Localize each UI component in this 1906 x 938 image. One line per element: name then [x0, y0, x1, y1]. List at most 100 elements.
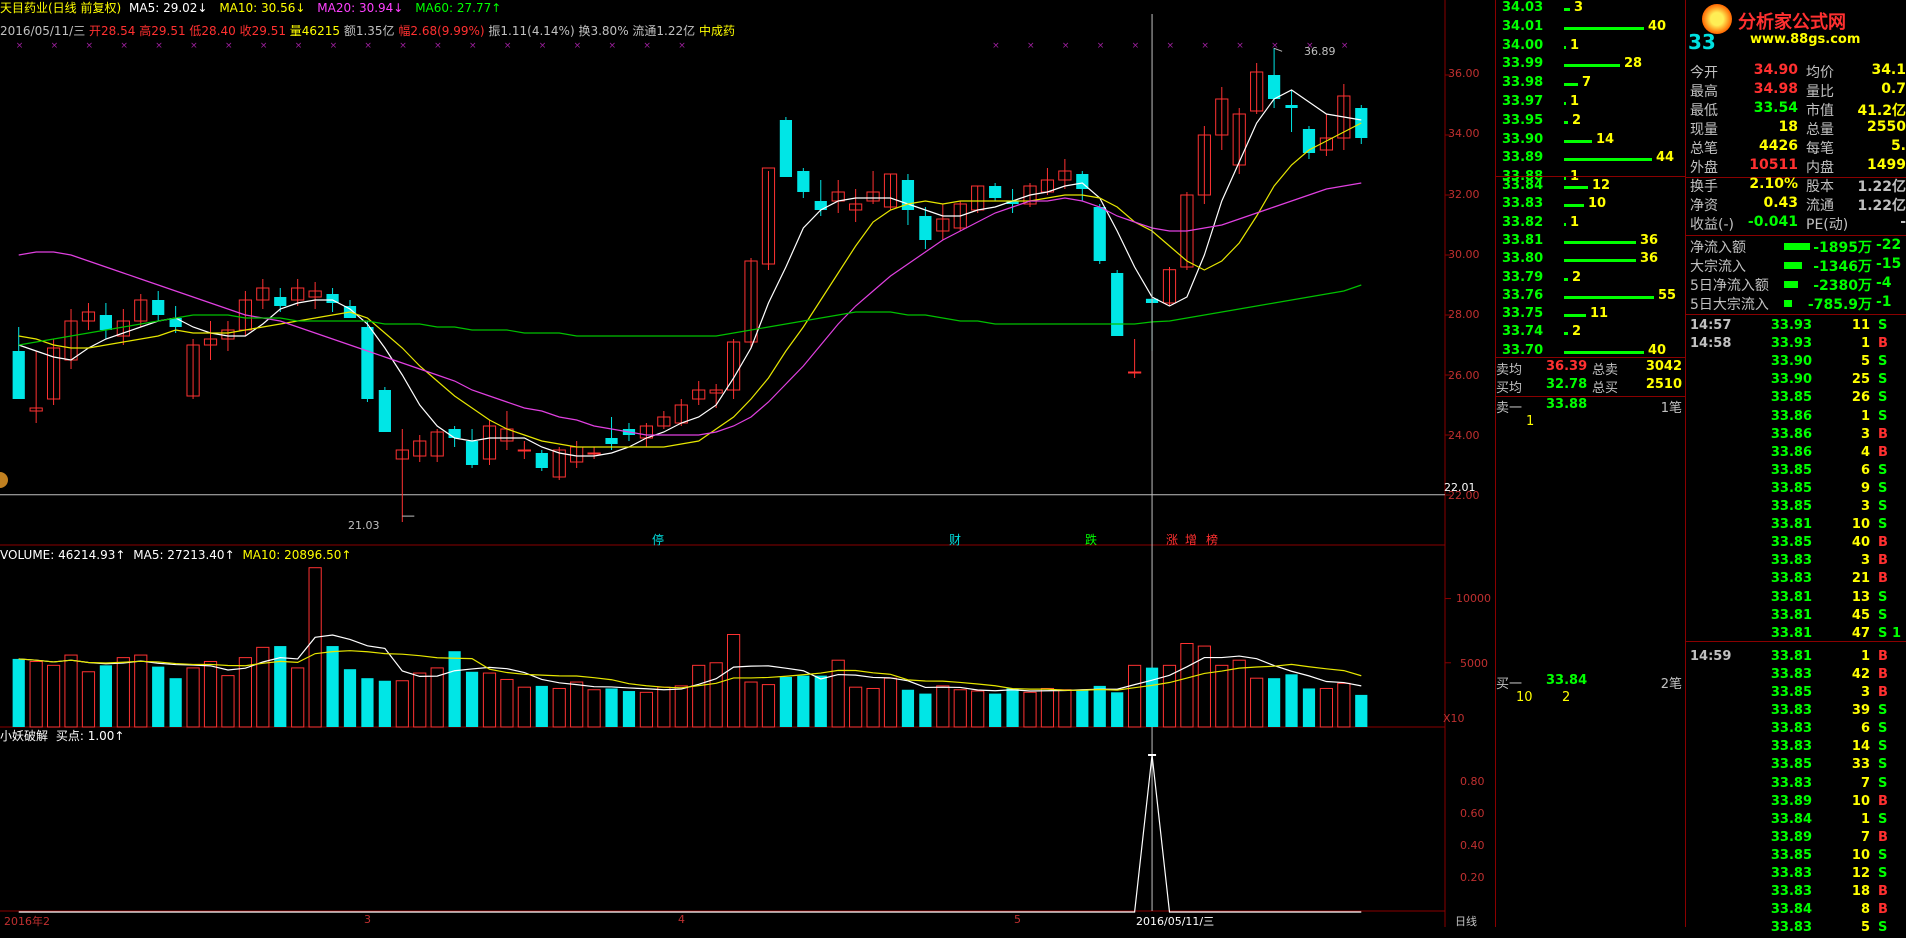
bid-row[interactable]: 33.81 36 [1496, 233, 1686, 252]
tick-row[interactable]: 33.85 6 S [1686, 463, 1906, 481]
tick-row[interactable]: 33.81 10 S [1686, 517, 1906, 535]
bid-row[interactable]: 33.82 1 [1496, 215, 1686, 234]
tick-row[interactable]: 33.86 1 S [1686, 409, 1906, 427]
tick-row[interactable]: 33.83 12 S [1686, 866, 1906, 884]
kline-chart-area[interactable]: × × × × × × × × × × × × × × × × × × × × × × × × × × × × × × × 天目药业(日线 … [0, 0, 1491, 928]
tick-row[interactable]: 33.83 39 S [1686, 703, 1906, 721]
volume-bar-down [989, 693, 1002, 727]
bid-row[interactable]: 33.80 36 [1496, 251, 1686, 270]
candle-body-up [692, 389, 706, 400]
ask-price: 33.89 [1502, 150, 1544, 166]
tick-row[interactable]: 33.84 8 B [1686, 902, 1906, 920]
ask-row[interactable]: 33.90 14 [1496, 132, 1686, 151]
bid-row[interactable]: 33.79 2 [1496, 270, 1686, 289]
ask-volume: 14 [1596, 131, 1615, 147]
tick-row[interactable]: 33.83 6 S [1686, 721, 1906, 739]
tick-row[interactable]: 33.85 33 S [1686, 757, 1906, 775]
ask-row[interactable]: 33.99 28 [1496, 56, 1686, 75]
ask-row[interactable]: 33.95 2 [1496, 113, 1686, 132]
tick-row[interactable]: 33.81 13 S [1686, 590, 1906, 608]
bid-volume: 12 [1592, 178, 1611, 193]
tick-row[interactable]: 33.84 1 S [1686, 812, 1906, 830]
cursor-date-label: 2016/05/11/三 [1136, 915, 1215, 928]
tick-row[interactable]: 33.81 47 S [1686, 626, 1906, 644]
candle-body-down [814, 201, 827, 210]
tick-price: 33.90 [1770, 354, 1812, 370]
tick-row[interactable]: 33.86 4 B [1686, 445, 1906, 463]
tick-row[interactable]: 33.85 26 S [1686, 390, 1906, 408]
tick-row[interactable]: 33.85 3 B [1686, 685, 1906, 703]
tick-volume: 1 [1860, 408, 1870, 424]
tick-price: 33.86 [1770, 408, 1812, 424]
event-mark-drop[interactable]: 跌 [1085, 533, 1098, 547]
tick-volume: 3 [1860, 685, 1870, 700]
event-mark-list[interactable]: 榜 [1206, 533, 1219, 547]
ma10-line [18, 122, 1362, 448]
tick-side: B [1878, 426, 1888, 442]
bid-row[interactable]: 33.70 40 [1496, 343, 1686, 362]
stat-label: 收益(-) [1690, 217, 1734, 233]
bid-row[interactable]: 33.84 12 [1496, 178, 1686, 197]
stat-value: -0.041 [1747, 214, 1798, 230]
tick-row[interactable]: 14:58 33.93 1 B [1686, 336, 1906, 354]
tick-side: B [1878, 535, 1888, 551]
bid-row[interactable]: 33.76 55 [1496, 288, 1686, 307]
tick-row[interactable]: 33.83 18 B [1686, 884, 1906, 902]
date-tick: 2016年2 [4, 915, 50, 928]
tick-row[interactable]: 33.81 45 S [1686, 608, 1906, 626]
info-amount: 额1.35亿 [343, 24, 395, 38]
bid-volume: 36 [1640, 251, 1659, 267]
tick-row[interactable]: 33.85 10 S [1686, 848, 1906, 866]
tick-row[interactable]: 14:59 33.81 1 B [1686, 649, 1906, 667]
flow-bar [1784, 262, 1802, 269]
tick-row[interactable]: 33.83 14 S [1686, 739, 1906, 757]
sell-one-block[interactable]: 卖一 33.88 1笔 1 [1496, 397, 1686, 433]
volume-bar-down [12, 658, 25, 727]
tick-side: B [1878, 829, 1888, 845]
stat-value: 2.10% [1749, 176, 1798, 192]
ask-row[interactable]: 33.98 7 [1496, 75, 1686, 94]
tick-row[interactable]: 33.83 3 B [1686, 553, 1906, 571]
candle-body-down [1302, 129, 1316, 153]
candle-body-up [883, 173, 898, 208]
buy-one-block[interactable]: 买一 33.84 2笔 10 2 [1496, 673, 1686, 709]
tick-row[interactable]: 33.86 3 B [1686, 427, 1906, 445]
bid-row[interactable]: 33.75 11 [1496, 306, 1686, 325]
candle-body-down [361, 327, 374, 399]
event-mark-finance[interactable]: 财 [949, 533, 962, 547]
bid-row[interactable]: 33.83 10 [1496, 196, 1686, 215]
period-label[interactable]: 日线 [1455, 915, 1477, 928]
tick-row[interactable]: 33.85 3 S [1686, 499, 1906, 517]
tick-row[interactable]: 33.85 9 S [1686, 481, 1906, 499]
bid-row[interactable]: 33.74 2 [1496, 324, 1686, 343]
tick-row[interactable]: 14:57 33.93 11 S [1686, 318, 1906, 336]
bid-price: 33.75 [1502, 306, 1544, 322]
kline-chart-canvas[interactable]: × × × × × × × × × × × × × × × × × × × × × × × × × × × × × × × [0, 0, 1495, 927]
ask-row[interactable]: 34.00 1 [1496, 38, 1686, 57]
event-mark-increase[interactable]: 增 [1185, 533, 1198, 547]
stat-label: 今开 [1690, 65, 1718, 81]
tick-row[interactable]: 33.89 10 B [1686, 794, 1906, 812]
total-buy-label: 总买 [1592, 381, 1619, 396]
price-tick: 26.00 [1448, 369, 1480, 382]
ask-row[interactable]: 33.89 44 [1496, 150, 1686, 169]
signal-marker: × [16, 41, 24, 51]
candle-body-down [465, 441, 479, 465]
ask-row[interactable]: 34.01 40 [1496, 19, 1686, 38]
tick-row[interactable]: 33.85 40 B [1686, 535, 1906, 553]
ask-row[interactable]: 33.97 1 [1496, 94, 1686, 113]
tick-row[interactable]: 33.89 7 B [1686, 830, 1906, 848]
tick-price: 33.85 [1770, 462, 1812, 478]
event-mark-suspend[interactable]: 停 [652, 533, 665, 547]
tick-row[interactable]: 33.83 5 S [1686, 920, 1906, 938]
tick-side: S [1878, 721, 1888, 737]
ask-row[interactable]: 34.03 3 [1496, 0, 1686, 19]
tick-row[interactable]: 33.90 5 S [1686, 354, 1906, 372]
tick-row[interactable]: 33.90 25 S [1686, 372, 1906, 390]
tick-row[interactable]: 33.83 7 S [1686, 776, 1906, 794]
volume-bar-up [971, 690, 985, 728]
tick-price: 33.86 [1770, 426, 1812, 442]
tick-row[interactable]: 33.83 42 B [1686, 667, 1906, 685]
tick-row[interactable]: 33.83 21 B [1686, 571, 1906, 589]
event-mark-rise[interactable]: 涨 [1166, 533, 1179, 547]
